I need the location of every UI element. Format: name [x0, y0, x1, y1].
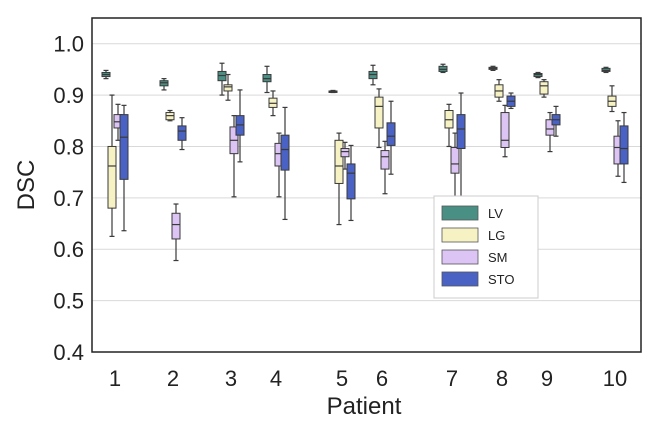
box-LG-patient-2 [165, 109, 175, 122]
y-tick-label: 0.9 [53, 83, 84, 108]
box-LV-patient-4 [262, 65, 272, 94]
x-tick-label: 8 [496, 366, 508, 391]
box-body [374, 96, 384, 129]
box-body [340, 148, 350, 158]
box-STO-patient-3 [235, 89, 245, 163]
x-tick-label: 2 [167, 366, 179, 391]
legend-swatch-STO [441, 271, 479, 287]
box-body [386, 122, 396, 146]
box-LV-patient-3 [217, 62, 227, 96]
box-body [177, 125, 187, 141]
box-LG-patient-5 [334, 132, 344, 226]
x-tick-label: 9 [541, 366, 553, 391]
y-tick-label: 0.7 [53, 186, 84, 211]
legend-label-LV: LV [488, 206, 503, 221]
box-LV-patient-1 [101, 69, 111, 80]
x-axis-title: Patient [327, 393, 402, 420]
box-STO-patient-4 [280, 106, 290, 221]
box-LG-patient-7 [444, 103, 454, 148]
box-LV-patient-5 [328, 89, 338, 94]
x-tick-label: 4 [270, 366, 282, 391]
box-body [346, 163, 356, 200]
box-SM-patient-8 [500, 104, 510, 158]
box-LG-patient-8 [494, 79, 504, 102]
box-body [223, 84, 233, 92]
box-LG-patient-3 [223, 73, 233, 101]
box-STO-patient-9 [551, 105, 561, 137]
y-tick-label: 0.8 [53, 134, 84, 159]
x-tick-label: 3 [225, 366, 237, 391]
box-STO-patient-1 [119, 104, 129, 232]
box-LV-patient-10 [601, 66, 611, 74]
box-SM-patient-3 [229, 115, 239, 198]
box-LG-patient-10 [607, 85, 617, 113]
box-LV-patient-2 [159, 78, 169, 91]
box-body [545, 119, 555, 136]
box-body [539, 81, 549, 95]
box-SM-patient-5 [340, 141, 350, 170]
box-LV-patient-6 [368, 64, 378, 86]
box-LG-patient-1 [107, 94, 117, 237]
x-tick-label: 1 [109, 366, 121, 391]
y-axis-title: DSC [13, 160, 40, 211]
box-STO-patient-6 [386, 100, 396, 175]
legend-label-STO: STO [488, 272, 515, 287]
box-body [280, 134, 290, 171]
box-body [334, 139, 344, 184]
box-LV-patient-7 [438, 63, 448, 74]
box-body [456, 114, 466, 150]
x-tick-label: 5 [336, 366, 348, 391]
box-SM-patient-9 [545, 111, 555, 153]
y-tick-label: 0.4 [53, 340, 84, 365]
y-tick-labels: 0.4 0.5 0.6 0.7 0.8 0.9 1.0 [53, 32, 84, 365]
box-STO-patient-2 [177, 117, 187, 151]
legend: LV LG SM STO [433, 195, 539, 299]
box-body [171, 212, 181, 240]
box-LG-patient-6 [374, 88, 384, 149]
box-LG-patient-4 [268, 90, 278, 117]
plot-frame [91, 17, 642, 353]
box-SM-patient-6 [380, 140, 390, 195]
box-STO-patient-7 [456, 92, 466, 201]
box-SM-patient-2 [171, 203, 181, 262]
box-LV-patient-9 [533, 71, 543, 79]
x-tick-label: 6 [376, 366, 388, 391]
box-body [107, 145, 117, 209]
y-tick-label: 0.5 [53, 289, 84, 314]
box-STO-patient-10 [619, 111, 629, 184]
box-body [500, 112, 510, 148]
x-tick-label: 10 [603, 366, 627, 391]
y-tick-label: 1.0 [53, 32, 84, 57]
grid-layer [92, 43, 641, 353]
box-STO-patient-5 [346, 144, 356, 222]
x-tick-label: 7 [446, 366, 458, 391]
legend-label-LG: LG [488, 228, 505, 243]
legend-swatch-SM [441, 249, 479, 265]
y-tick-label: 0.6 [53, 237, 84, 262]
legend-swatch-LG [441, 227, 479, 243]
box-body [450, 146, 460, 174]
legend-label-SM: SM [488, 250, 508, 265]
x-tick-labels: 1 2 3 4 5 6 7 8 9 10 [109, 366, 627, 391]
box-STO-patient-8 [506, 92, 516, 110]
legend-swatch-LV [441, 205, 479, 221]
box-LG-patient-9 [539, 79, 549, 98]
box-body [619, 125, 629, 165]
box-LV-patient-8 [488, 65, 498, 72]
box-body [380, 150, 390, 170]
box-body [119, 114, 129, 180]
box-layer [101, 62, 629, 262]
